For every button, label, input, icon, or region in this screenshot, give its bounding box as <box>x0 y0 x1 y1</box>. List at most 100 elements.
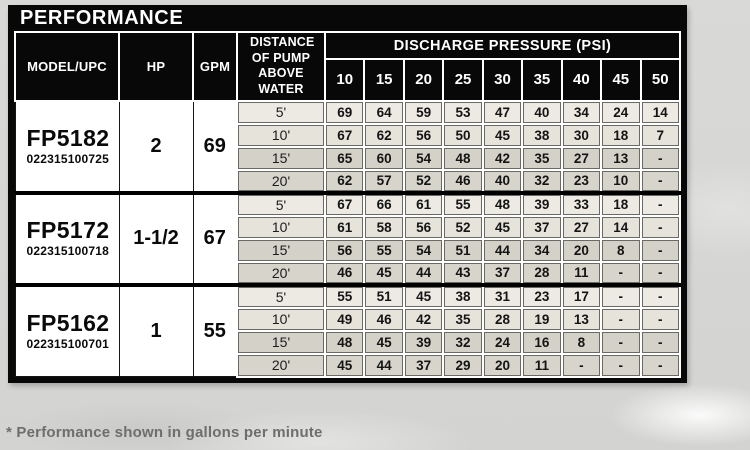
psi-value-cell: - <box>639 237 681 263</box>
psi-value-cell: 45 <box>481 122 524 148</box>
psi-value-cell: 55 <box>323 282 366 309</box>
psi-value-cell: - <box>639 260 681 286</box>
psi-value-cell: 13 <box>600 145 642 171</box>
hp-value: 1 <box>118 282 194 377</box>
psi-value-cell: 37 <box>521 214 563 240</box>
psi-value-cell: 37 <box>402 352 445 378</box>
model-upc: 022315100701 <box>26 336 109 351</box>
model-cell: FP5182 022315100725 <box>14 100 120 193</box>
table-row: 15' 48 45 39 32 24 16 8- - <box>15 329 681 355</box>
distance-cell: 5' <box>236 282 326 309</box>
distance-cell: 20' <box>236 352 326 378</box>
psi-value-cell: 13 <box>560 306 603 332</box>
psi-value-cell: 46 <box>363 306 405 332</box>
psi-value-cell: 52 <box>402 168 445 194</box>
psi-value-cell: 42 <box>402 306 445 332</box>
psi-value-cell: 40 <box>521 99 563 125</box>
psi-value-cell: 67 <box>323 122 366 148</box>
psi-column-header: 40 <box>560 58 603 102</box>
psi-value-cell: 60 <box>363 145 405 171</box>
psi-value-cell: - <box>600 352 642 378</box>
psi-value-cell: 54 <box>402 145 445 171</box>
psi-column-header: 35 <box>521 58 563 102</box>
distance-cell: 5' <box>236 99 326 125</box>
psi-value-cell: 69 <box>323 99 366 125</box>
psi-value-cell: 35 <box>442 306 484 332</box>
table-row: FP5162 022315100701 1 55 5' 55 51 45 38 31 23 17- - <box>14 282 681 377</box>
psi-value-cell: 37 <box>481 260 524 286</box>
footnote: * Performance shown in gallons per minut… <box>6 424 323 441</box>
psi-value-cell: - <box>600 282 642 309</box>
psi-value-cell: 27 <box>560 214 603 240</box>
psi-value-cell: 56 <box>323 237 366 263</box>
model-upc: 022315100725 <box>26 151 109 166</box>
psi-value-cell: - <box>639 190 681 217</box>
gpm-value: 69 <box>192 100 238 193</box>
table-row: 20' 45 44 37 29 20 11- - - <box>15 352 681 378</box>
psi-value-cell: 59 <box>402 99 445 125</box>
psi-value-cell: 62 <box>363 122 405 148</box>
psi-value-cell: 45 <box>402 282 445 309</box>
psi-value-cell: 23 <box>560 168 603 194</box>
psi-value-cell: 42 <box>481 145 524 171</box>
col-header-distance: DISTANCE OF PUMP ABOVE WATER <box>236 33 326 102</box>
psi-value-cell: 51 <box>363 282 405 309</box>
distance-cell: 10' <box>236 122 326 148</box>
psi-value-cell: - <box>639 282 681 309</box>
table-title: PERFORMANCE <box>20 6 184 29</box>
psi-value-cell: 47 <box>481 99 524 125</box>
distance-cell: 5' <box>236 190 326 217</box>
hp-value: 1-1/2 <box>118 190 194 285</box>
psi-value-cell: 11 <box>560 260 603 286</box>
psi-value-cell: 30 <box>560 122 603 148</box>
psi-value-cell: 24 <box>481 329 524 355</box>
psi-value-cell: 58 <box>363 214 405 240</box>
table-row: 15' 65 60 54 48 42 35 27 13- <box>15 145 681 171</box>
psi-value-cell: 51 <box>442 237 484 263</box>
psi-value-cell: 67 <box>323 190 366 217</box>
table-row: 20' 62 57 52 46 40 32 23 10- <box>15 168 681 194</box>
col-header-model-upc: MODEL/UPC <box>14 33 120 102</box>
psi-value-cell: 48 <box>323 329 366 355</box>
psi-value-cell: 34 <box>521 237 563 263</box>
distance-cell: 15' <box>236 145 326 171</box>
psi-value-cell: 56 <box>402 214 445 240</box>
table-row: 20' 46 45 44 43 37 28 11- - <box>15 260 681 286</box>
psi-column-header: 45 <box>600 58 642 102</box>
table-row: 10' 49 46 42 35 28 19 13- - <box>15 306 681 332</box>
psi-value-cell: 65 <box>323 145 366 171</box>
psi-value-cell: 27 <box>560 145 603 171</box>
psi-value-cell: 17 <box>560 282 603 309</box>
psi-value-cell: 8 <box>600 237 642 263</box>
distance-cell: 15' <box>236 329 326 355</box>
gpm-value: 55 <box>192 282 238 377</box>
psi-value-cell: 43 <box>442 260 484 286</box>
psi-value-cell: - <box>639 168 681 194</box>
col-header-discharge-pressure: DISCHARGE PRESSURE (PSI) <box>324 33 681 61</box>
psi-value-cell: - <box>639 306 681 332</box>
psi-value-cell: 35 <box>521 145 563 171</box>
psi-value-cell: 20 <box>560 237 603 263</box>
psi-value-cell: 46 <box>323 260 366 286</box>
psi-value-cell: - <box>639 329 681 355</box>
col-header-hp: HP <box>118 33 194 102</box>
psi-value-cell: 11 <box>521 352 563 378</box>
gpm-value: 67 <box>192 190 238 285</box>
table-header-row: MODEL/UPC HP GPM DISTANCE OF PUMP ABOVE … <box>14 33 681 102</box>
psi-value-cell: - <box>600 329 642 355</box>
psi-value-cell: 53 <box>442 99 484 125</box>
model-name: FP5172 <box>26 217 110 243</box>
psi-value-cell: 20 <box>481 352 524 378</box>
psi-value-cell: - <box>639 145 681 171</box>
psi-value-cell: 23 <box>521 282 563 309</box>
psi-value-cell: 29 <box>442 352 484 378</box>
psi-value-cell: 45 <box>481 214 524 240</box>
psi-value-cell: - <box>639 352 681 378</box>
psi-value-cell: 45 <box>323 352 366 378</box>
psi-value-cell: 62 <box>323 168 366 194</box>
psi-column-header: 50 <box>639 58 681 102</box>
performance-table-card: PERFORMANCE MODEL/UPC HP GPM DISTANCE OF… <box>8 5 687 383</box>
table-body: FP5182 022315100725 2 69 5' 69 64 59 53 47 40 34 24 1… <box>14 99 681 378</box>
psi-value-cell: 32 <box>521 168 563 194</box>
psi-column-header: 20 <box>402 58 445 102</box>
